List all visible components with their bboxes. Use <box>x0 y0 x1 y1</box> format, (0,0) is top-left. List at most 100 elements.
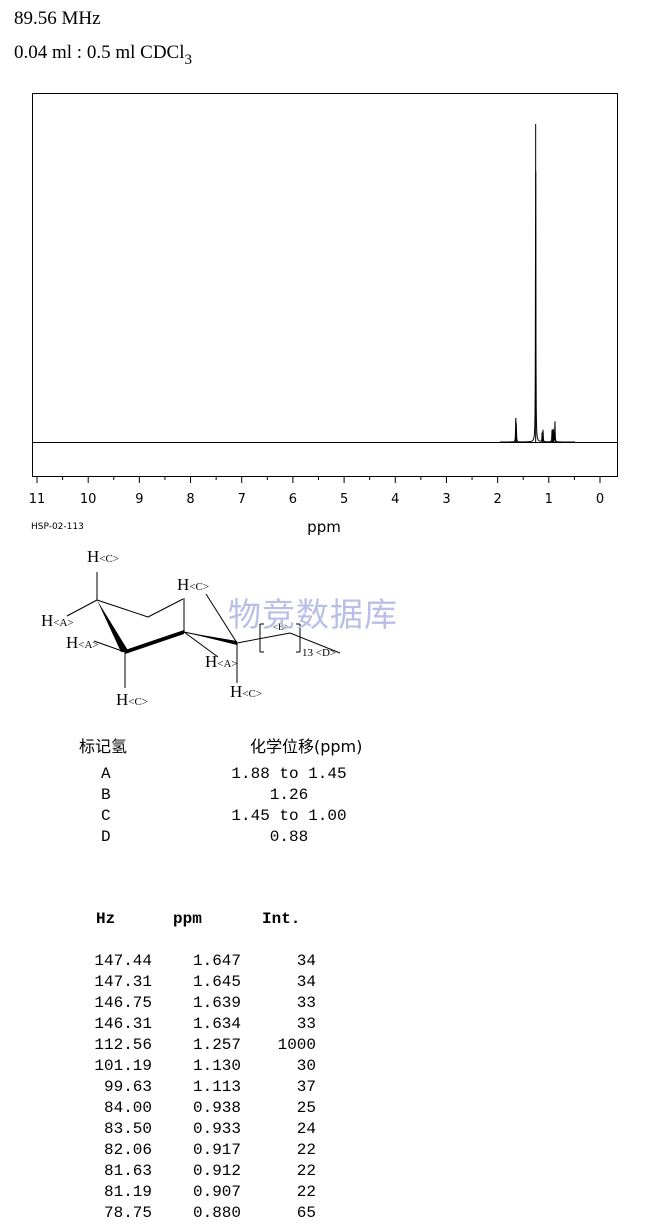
peak-table-row: 147.44 1.647 34 <box>0 952 652 973</box>
peak-marks <box>500 124 575 443</box>
peak-hz: 83.50 <box>103 1120 152 1138</box>
x-tick-label: 5 <box>340 492 348 507</box>
peak-ppm: 0.933 <box>192 1120 241 1138</box>
x-tick-label: 7 <box>238 492 246 507</box>
x-tick-label: 0 <box>596 492 604 507</box>
shift-label: C <box>101 807 111 825</box>
x-tick-label: 1 <box>545 492 553 507</box>
peak-hz: 146.31 <box>94 1015 152 1033</box>
peak-table-row: 84.00 0.938 25 <box>0 1099 652 1120</box>
shift-value: 0.88 <box>269 828 309 846</box>
peak-int: 37 <box>296 1078 316 1096</box>
peak-int: 22 <box>296 1162 316 1180</box>
label-ha-left2: H<A> <box>66 633 99 652</box>
shift-value: 1.26 <box>269 786 309 804</box>
peak-hz: 112.56 <box>94 1036 152 1054</box>
shift-table-row: A 1.88 to 1.45 <box>0 765 652 786</box>
peak-ppm: 1.634 <box>192 1015 241 1033</box>
peak-int: 65 <box>296 1204 316 1222</box>
x-tick-label: 6 <box>289 492 297 507</box>
peak-hz: 99.63 <box>103 1078 152 1096</box>
label-hc-right: H<C> <box>177 575 209 594</box>
peak-ppm: 1.257 <box>192 1036 241 1054</box>
peak-ppm: 0.912 <box>192 1162 241 1180</box>
peak-hz: 101.19 <box>94 1057 152 1075</box>
peak-int: 22 <box>296 1141 316 1159</box>
peak-table-row: 146.31 1.634 33 <box>0 1015 652 1036</box>
plot-frame <box>32 93 618 477</box>
peak-hz: 84.00 <box>103 1099 152 1117</box>
x-axis-label: ppm <box>307 518 341 536</box>
peak-int: 34 <box>296 973 316 991</box>
peak-int: 33 <box>296 1015 316 1033</box>
shift-table-row: D 0.88 <box>0 828 652 849</box>
wedge-bond-front <box>125 630 184 654</box>
peak-table-row: 78.75 0.880 65 <box>0 1204 652 1225</box>
label-ha-mid: H<A> <box>205 652 238 671</box>
peak-ppm: 1.113 <box>192 1078 241 1096</box>
peak-table-row: 147.31 1.645 34 <box>0 973 652 994</box>
sample-subscript: 3 <box>184 52 193 68</box>
peak-int: 34 <box>296 952 316 970</box>
spectrum-trace <box>500 171 575 443</box>
watermark: 物竞数据库 <box>228 595 398 634</box>
x-tick-label: 9 <box>135 492 143 507</box>
shift-label: D <box>101 828 111 846</box>
peak-int: 33 <box>296 994 316 1012</box>
peak-ppm: 0.880 <box>192 1204 241 1222</box>
peak-table-row: 101.19 1.130 30 <box>0 1057 652 1078</box>
peak-hz: 81.63 <box>103 1162 152 1180</box>
shift-header-label: 标记氢 <box>79 737 128 756</box>
label-hc-top: H<C> <box>87 547 119 566</box>
spectrum-code: HSP-02-113 <box>31 522 84 532</box>
peak-ppm: 1.647 <box>192 952 241 970</box>
sample-description: 0.04 ml : 0.5 ml CDCl3 <box>14 42 192 69</box>
peak-ppm: 1.639 <box>192 994 241 1012</box>
shift-value: 1.88 to 1.45 <box>231 765 347 783</box>
shift-table-row: B 1.26 <box>0 786 652 807</box>
peak-ppm: 1.645 <box>192 973 241 991</box>
wedge-bond-left <box>97 600 129 652</box>
peak-hz: 78.75 <box>103 1204 152 1222</box>
x-tick-label: 11 <box>29 492 46 507</box>
shift-label: B <box>101 786 111 804</box>
peak-header-ppm: ppm <box>173 910 202 928</box>
peak-header-hz: Hz <box>96 910 116 928</box>
label-hc-bottom: H<C> <box>116 690 148 709</box>
shift-header-shift: 化学位移(ppm) <box>250 737 363 756</box>
spectrometer-frequency: 89.56 MHz <box>14 8 101 29</box>
peak-int: 25 <box>296 1099 316 1117</box>
peak-table-row: 81.19 0.907 22 <box>0 1183 652 1204</box>
shift-label: A <box>101 765 111 783</box>
x-axis-ticks: 11 10 9 8 7 6 5 4 3 2 1 0 <box>29 476 604 507</box>
peak-hz: 147.31 <box>94 973 152 991</box>
peak-table-row: 99.63 1.113 37 <box>0 1078 652 1099</box>
peak-table-row: 112.56 1.257 1000 <box>0 1036 652 1057</box>
peak-ppm: 0.938 <box>192 1099 241 1117</box>
x-tick-label: 4 <box>391 492 399 507</box>
x-tick-label: 3 <box>442 492 450 507</box>
peak-int: 1000 <box>277 1036 316 1054</box>
peak-ppm: 1.130 <box>192 1057 241 1075</box>
x-tick-label: 8 <box>186 492 194 507</box>
label-d: 13 <D> <box>302 647 336 659</box>
peak-table-row: 81.63 0.912 22 <box>0 1162 652 1183</box>
nmr-spectrum-chart: 11 10 9 8 7 6 5 4 3 2 1 0 ppm <box>29 93 618 536</box>
label-ha-left: H<A> <box>41 611 74 630</box>
sample-text: 0.04 ml : 0.5 ml CDCl <box>14 42 185 63</box>
x-tick-label: 10 <box>80 492 97 507</box>
peak-header-int: Int. <box>262 910 301 928</box>
peak-hz: 146.75 <box>94 994 152 1012</box>
peak-table-row: 83.50 0.933 24 <box>0 1120 652 1141</box>
shift-table-row: C 1.45 to 1.00 <box>0 807 652 828</box>
peak-hz: 81.19 <box>103 1183 152 1201</box>
peak-int: 22 <box>296 1183 316 1201</box>
peak-hz: 147.44 <box>94 952 152 970</box>
label-hc-bottom2: H<C> <box>230 682 262 701</box>
peak-table-row: 82.06 0.917 22 <box>0 1141 652 1162</box>
peak-ppm: 0.917 <box>192 1141 241 1159</box>
peak-int: 30 <box>296 1057 316 1075</box>
peak-int: 24 <box>296 1120 316 1138</box>
x-tick-label: 2 <box>493 492 501 507</box>
shift-value: 1.45 to 1.00 <box>231 807 347 825</box>
